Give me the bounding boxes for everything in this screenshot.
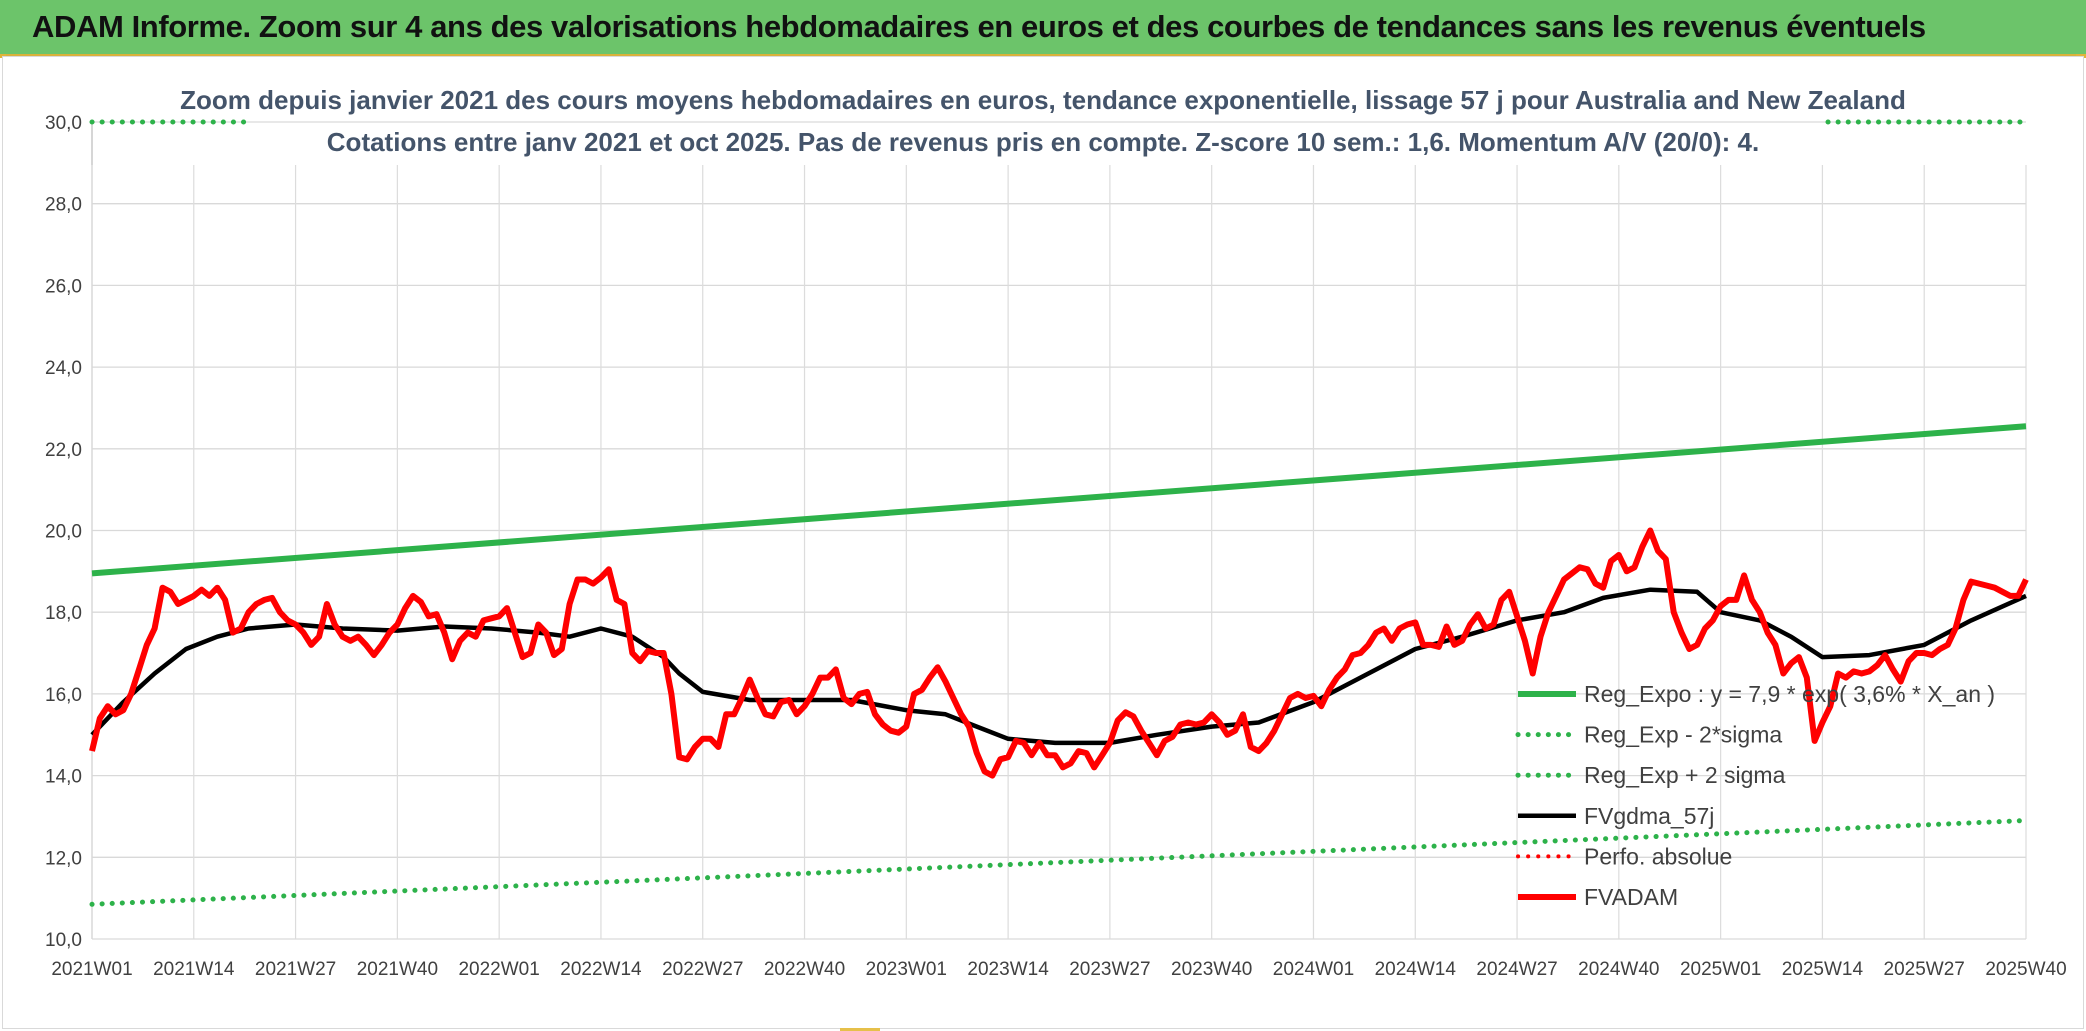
y-tick-label: 14,0: [45, 767, 82, 788]
x-tick-label: 2023W27: [1069, 959, 1150, 980]
x-tick-label: 2024W01: [1273, 959, 1354, 980]
x-tick-label: 2023W40: [1171, 959, 1252, 980]
x-tick-label: 2022W27: [662, 959, 743, 980]
bottom-accent: [840, 1028, 880, 1031]
x-tick-label: 2025W40: [1985, 959, 2066, 980]
x-tick-label: 2022W14: [560, 959, 642, 980]
x-tick-label: 2022W40: [764, 959, 845, 980]
reg-expo-line: [91, 423, 2027, 577]
y-tick-label: 28,0: [45, 195, 82, 216]
y-tick-label: 30,0: [45, 113, 82, 134]
x-tick-label: 2024W14: [1375, 959, 1457, 980]
chart-titles: Zoom depuis janvier 2021 des cours moyen…: [180, 85, 1906, 157]
x-tick-label: 2021W27: [255, 959, 336, 980]
legend: Reg_Expo : y = 7,9 * exp( 3,6% * X_an ) R…: [1515, 681, 1995, 910]
series-layer: [89, 119, 2029, 907]
report-title: ADAM Informe. Zoom sur 4 ans des valoris…: [32, 9, 1926, 44]
x-axis: 2021W01 2021W14 2021W27 2021W40 2022W01 2022W…: [51, 959, 2066, 980]
x-tick-label: 2021W14: [153, 959, 235, 980]
legend-label: Reg_Exp + 2 sigma: [1584, 762, 1786, 788]
legend-label: Reg_Expo : y = 7,9 * exp( 3,6% * X_an ): [1584, 681, 1995, 707]
y-tick-label: 18,0: [45, 603, 82, 624]
y-axis: 10,0 12,0 14,0 16,0 18,0 20,0 22,0 24,0 26,0 28,0…: [45, 113, 82, 951]
y-tick-label: 26,0: [45, 276, 82, 297]
chart-frame: [2, 56, 2084, 1029]
x-tick-label: 2024W40: [1578, 959, 1659, 980]
chart-title: Zoom depuis janvier 2021 des cours moyen…: [180, 85, 1906, 115]
x-tick-label: 2025W14: [1782, 959, 1864, 980]
chart-grid: [91, 121, 2027, 940]
x-tick-label: 2023W14: [967, 959, 1049, 980]
legend-label: FVgdma_57j: [1584, 803, 1714, 829]
legend-label: Perfo. absolue: [1584, 843, 1732, 869]
x-tick-label: 2025W27: [1884, 959, 1965, 980]
y-tick-label: 10,0: [45, 930, 82, 951]
x-tick-label: 2021W01: [51, 959, 132, 980]
x-tick-label: 2023W01: [866, 959, 947, 980]
report-banner: ADAM Informe. Zoom sur 4 ans des valoris…: [0, 0, 2086, 56]
x-tick-label: 2022W01: [458, 959, 539, 980]
y-tick-label: 22,0: [45, 440, 82, 461]
x-tick-label: 2024W27: [1476, 959, 1557, 980]
fvadam-line: [89, 527, 2029, 779]
legend-label: FVADAM: [1584, 884, 1678, 910]
y-tick-label: 20,0: [45, 522, 82, 543]
x-tick-label: 2021W40: [357, 959, 438, 980]
y-tick-label: 24,0: [45, 358, 82, 379]
reg-minus-2sigma-line: [89, 818, 2029, 907]
legend-label: Reg_Exp - 2*sigma: [1584, 722, 1782, 748]
y-tick-label: 12,0: [45, 848, 82, 869]
x-tick-label: 2025W01: [1680, 959, 1761, 980]
chart-subtitle: Cotations entre janv 2021 et oct 2025. P…: [327, 127, 1759, 157]
fvgdma-57j-line: [90, 587, 2027, 746]
y-tick-label: 16,0: [45, 685, 82, 706]
